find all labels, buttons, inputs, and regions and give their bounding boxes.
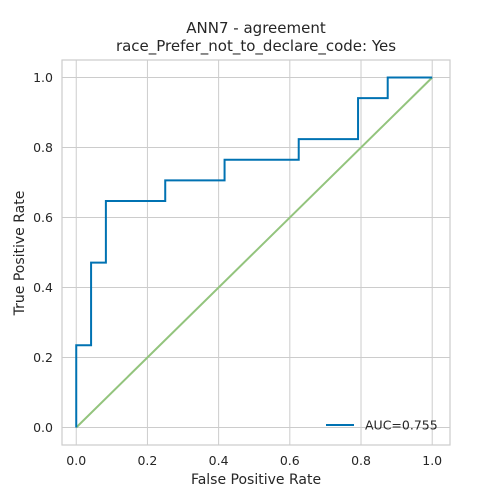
chart-title: ANN7 - agreement xyxy=(186,19,326,37)
y-tick-label: 1.0 xyxy=(33,70,53,85)
y-tick-label: 0.0 xyxy=(33,420,53,435)
y-axis-label: True Positive Rate xyxy=(12,191,28,317)
y-tick-labels: 0.0 0.2 0.4 0.6 0.8 1.0 xyxy=(33,70,53,435)
x-tick-label: 0.4 xyxy=(209,453,229,468)
x-tick-label: 0.0 xyxy=(66,453,86,468)
chart-subtitle: race_Prefer_not_to_declare_code: Yes xyxy=(116,37,396,56)
x-tick-label: 0.8 xyxy=(351,453,371,468)
y-tick-label: 0.6 xyxy=(33,210,53,225)
y-tick-label: 0.2 xyxy=(33,350,53,365)
y-tick-label: 0.4 xyxy=(33,280,53,295)
y-tick-label: 0.8 xyxy=(33,140,53,155)
legend-entry: AUC=0.755 xyxy=(365,418,438,433)
x-tick-labels: 0.0 0.2 0.4 0.6 0.8 1.0 xyxy=(66,453,442,468)
x-tick-label: 0.6 xyxy=(280,453,300,468)
x-tick-label: 1.0 xyxy=(422,453,442,468)
x-axis-label: False Positive Rate xyxy=(191,472,321,488)
x-tick-label: 0.2 xyxy=(137,453,157,468)
